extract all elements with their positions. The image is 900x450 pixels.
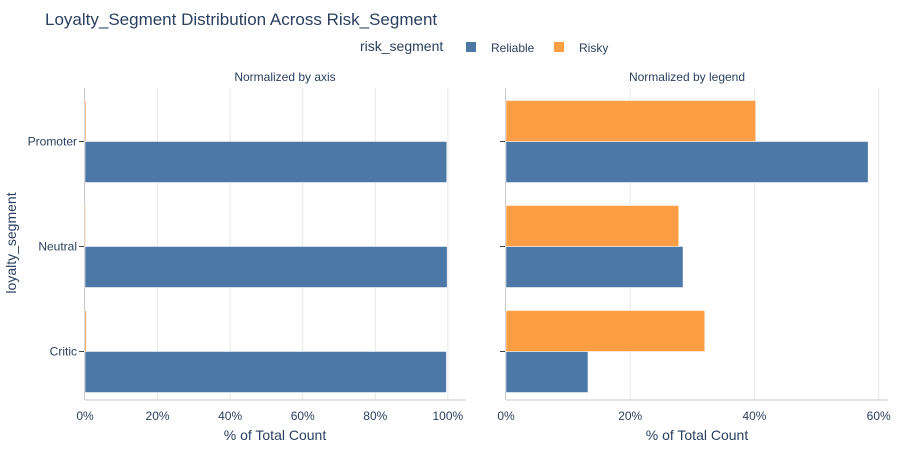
legend: risk_segment Reliable Risky — [360, 38, 608, 55]
x-tick-label: 20% — [618, 409, 642, 423]
bar-normalized-by-legend-critic-risky[interactable] — [505, 310, 706, 352]
chart-title: Loyalty_Segment Distribution Across Risk… — [45, 10, 437, 29]
bar-normalized-by-axis-critic-reliable[interactable] — [84, 351, 447, 393]
x-tick-label: 80% — [363, 409, 387, 423]
legend-label-reliable[interactable]: Reliable — [491, 41, 535, 55]
y-tick-label-neutral: Neutral — [38, 240, 77, 254]
panel-title-left: Normalized by axis — [234, 70, 335, 84]
y-tick-label-critic: Critic — [50, 345, 77, 359]
bar-normalized-by-axis-critic-risky[interactable] — [84, 310, 87, 352]
bar-normalized-by-legend-promoter-risky[interactable] — [505, 100, 756, 142]
x-tick-label: 0% — [76, 409, 94, 423]
x-tick-label: 20% — [146, 409, 170, 423]
x-tick-label: 60% — [291, 409, 315, 423]
panel-normalized-by-legend: 0% 20% 40% 60% — [497, 88, 891, 423]
bar-normalized-by-axis-neutral-risky[interactable] — [84, 205, 86, 247]
x-tick-label: 40% — [218, 409, 242, 423]
bar-normalized-by-legend-promoter-reliable[interactable] — [505, 141, 869, 183]
panel-title-right: Normalized by legend — [629, 70, 745, 84]
x-tick-label: 100% — [433, 409, 464, 423]
panel-normalized-by-axis: 0% 20% 40% 60% 80% 100% Promoter Neutral Critic — [28, 88, 466, 423]
legend-swatch-risky[interactable] — [554, 42, 564, 52]
bar-normalized-by-axis-promoter-risky[interactable] — [84, 100, 87, 142]
x-axis-title-left: % of Total Count — [224, 427, 327, 443]
x-tick-label: 40% — [742, 409, 766, 423]
legend-title: risk_segment — [360, 38, 443, 54]
y-axis-title: loyalty_segment — [3, 192, 19, 293]
bar-normalized-by-axis-promoter-reliable[interactable] — [84, 141, 448, 183]
legend-label-risky[interactable]: Risky — [579, 41, 608, 55]
x-tick-label: 0% — [497, 409, 515, 423]
y-tick-label-promoter: Promoter — [28, 135, 77, 149]
x-axis-title-right: % of Total Count — [646, 427, 749, 443]
x-tick-label: 60% — [867, 409, 891, 423]
bar-normalized-by-legend-critic-reliable[interactable] — [505, 351, 589, 393]
bar-normalized-by-legend-neutral-risky[interactable] — [505, 205, 679, 247]
bar-normalized-by-legend-neutral-reliable[interactable] — [505, 246, 684, 288]
legend-swatch-reliable[interactable] — [466, 42, 476, 52]
bar-normalized-by-axis-neutral-reliable[interactable] — [84, 246, 448, 288]
